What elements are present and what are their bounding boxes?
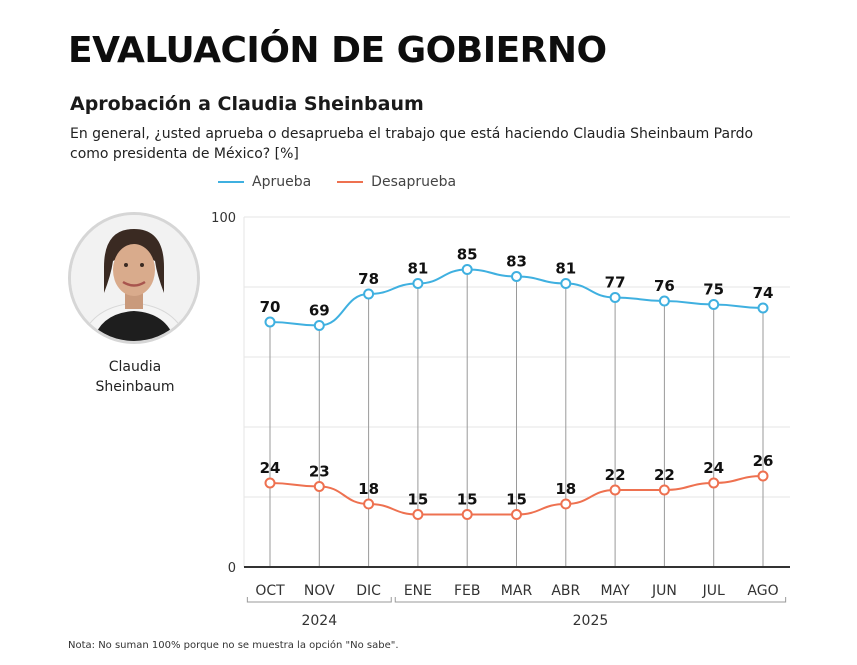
legend: Aprueba Desaprueba (218, 174, 456, 190)
data-point-desaprueba (412, 509, 424, 520)
footnote: Nota: No suman 100% porque no se muestra… (68, 640, 399, 651)
y-tick-label: 100 (211, 211, 236, 226)
x-tick-label: FEB (454, 583, 481, 599)
data-point-desaprueba (511, 509, 522, 520)
legend-item-aprueba: Aprueba (218, 174, 311, 190)
survey-question: En general, ¿usted aprueba o desaprueba … (70, 126, 754, 162)
data-label-desaprueba: 22 (605, 466, 626, 484)
portrait-photo (68, 212, 200, 344)
data-point-desaprueba (658, 484, 670, 496)
data-label-aprueba: 74 (753, 284, 774, 302)
year-label: 2024 (301, 613, 337, 629)
x-tick-label: JUN (651, 583, 677, 599)
data-label-desaprueba: 18 (555, 480, 576, 498)
data-label-desaprueba: 15 (506, 491, 527, 509)
data-label-aprueba: 69 (309, 302, 330, 320)
data-label-desaprueba: 15 (457, 491, 478, 509)
data-point-aprueba (757, 302, 769, 314)
data-label-aprueba: 85 (457, 246, 478, 264)
data-label-aprueba: 77 (605, 274, 626, 292)
data-label-aprueba: 83 (506, 253, 527, 271)
x-tick-label: AGO (747, 583, 778, 599)
x-tick-label: ENE (404, 583, 432, 599)
line-chart: 0 100 70 69 78 81 85 83 81 77 76 75 74 24 23 18 15 15 15 18… (211, 211, 790, 629)
data-label-aprueba: 70 (260, 298, 281, 316)
portrait-icon (71, 215, 197, 341)
x-tick-label: MAR (501, 583, 533, 599)
legend-item-desaprueba: Desaprueba (337, 174, 456, 190)
x-tick-label: OCT (255, 583, 285, 599)
year-label: 2025 (573, 613, 609, 629)
legend-swatch-aprueba (218, 181, 244, 183)
data-point-aprueba (511, 271, 522, 282)
x-tick-label: ABR (551, 583, 580, 599)
data-label-desaprueba: 22 (654, 466, 675, 484)
x-tick-label: MAY (601, 583, 631, 599)
data-point-desaprueba (264, 477, 276, 489)
data-label-aprueba: 76 (654, 277, 675, 295)
data-point-aprueba (609, 292, 621, 303)
data-point-aprueba (313, 320, 325, 331)
data-label-aprueba: 81 (555, 260, 576, 278)
data-label-aprueba: 78 (358, 270, 379, 288)
data-label-desaprueba: 26 (753, 452, 774, 470)
year-bracket (394, 597, 787, 603)
legend-swatch-desaprueba (337, 181, 364, 183)
x-tick-label: DIC (356, 583, 381, 599)
chart-subtitle: Aprobación a Claudia Sheinbaum (70, 93, 424, 115)
data-point-aprueba (708, 299, 720, 310)
data-point-desaprueba (609, 484, 621, 496)
data-label-aprueba: 81 (407, 260, 428, 278)
y-tick-label: 0 (228, 561, 236, 576)
data-point-desaprueba (708, 477, 720, 489)
data-point-aprueba (461, 264, 473, 275)
data-point-desaprueba (461, 509, 473, 520)
data-point-aprueba (560, 278, 572, 289)
data-point-aprueba (363, 288, 375, 300)
year-bracket (246, 597, 392, 603)
data-point-aprueba (264, 316, 276, 328)
x-tick-label: NOV (304, 583, 335, 599)
data-point-desaprueba (757, 470, 769, 482)
data-point-aprueba (658, 295, 670, 307)
data-point-aprueba (412, 278, 424, 289)
data-point-desaprueba (560, 498, 572, 510)
legend-label-aprueba: Aprueba (252, 174, 312, 190)
data-label-aprueba: 75 (703, 281, 724, 299)
data-label-desaprueba: 18 (358, 480, 379, 498)
chart-title: EVALUACIÓN DE GOBIERNO (68, 30, 607, 71)
data-point-desaprueba (313, 481, 325, 492)
data-point-desaprueba (363, 498, 375, 510)
data-label-desaprueba: 24 (260, 459, 281, 477)
data-label-desaprueba: 24 (703, 459, 724, 477)
x-tick-label: JUL (702, 583, 725, 599)
data-label-desaprueba: 15 (407, 491, 428, 509)
data-label-desaprueba: 23 (309, 463, 330, 481)
legend-label-desaprueba: Desaprueba (371, 174, 457, 190)
portrait-name: Claudia Sheinbaum (95, 359, 175, 395)
